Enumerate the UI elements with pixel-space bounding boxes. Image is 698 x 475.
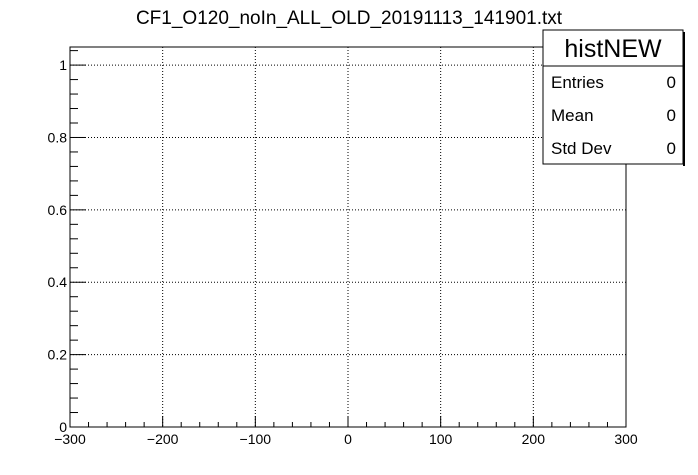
- stats-label-std-dev: Std Dev: [551, 139, 612, 158]
- stats-box-name: histNEW: [564, 35, 662, 63]
- x-tick-label: 0: [344, 431, 352, 447]
- y-tick-label: 0.2: [48, 347, 68, 363]
- x-tick-label: 200: [522, 431, 546, 447]
- x-tick-label: −200: [147, 431, 179, 447]
- stats-box: histNEW Entries 0 Mean 0 Std Dev 0: [542, 29, 685, 166]
- stats-label-entries: Entries: [551, 73, 604, 92]
- x-tick-label: 100: [429, 431, 453, 447]
- y-tick-label: 0: [59, 419, 67, 435]
- x-tick-label: 300: [614, 431, 638, 447]
- stats-value-mean: 0: [667, 106, 676, 125]
- y-tick-label: 1: [59, 57, 67, 73]
- x-axis: −300 −200 −100 0 100 200 300: [54, 416, 638, 447]
- y-tick-label: 0.8: [48, 129, 68, 145]
- y-axis: 0 0.2 0.4 0.6 0.8 1: [48, 50, 86, 435]
- y-tick-label: 0.6: [48, 202, 68, 218]
- x-tick-label: −300: [54, 431, 86, 447]
- stats-value-entries: 0: [667, 73, 676, 92]
- chart-title: CF1_O120_noIn_ALL_OLD_20191113_141901.tx…: [136, 8, 563, 29]
- grid-lines: [70, 47, 626, 427]
- stats-label-mean: Mean: [551, 106, 594, 125]
- x-tick-label: −100: [240, 431, 272, 447]
- stats-value-std-dev: 0: [667, 139, 676, 158]
- stats-box-frame: [542, 29, 684, 165]
- y-tick-label: 0.4: [48, 274, 68, 290]
- stats-box-shadow: [683, 32, 685, 166]
